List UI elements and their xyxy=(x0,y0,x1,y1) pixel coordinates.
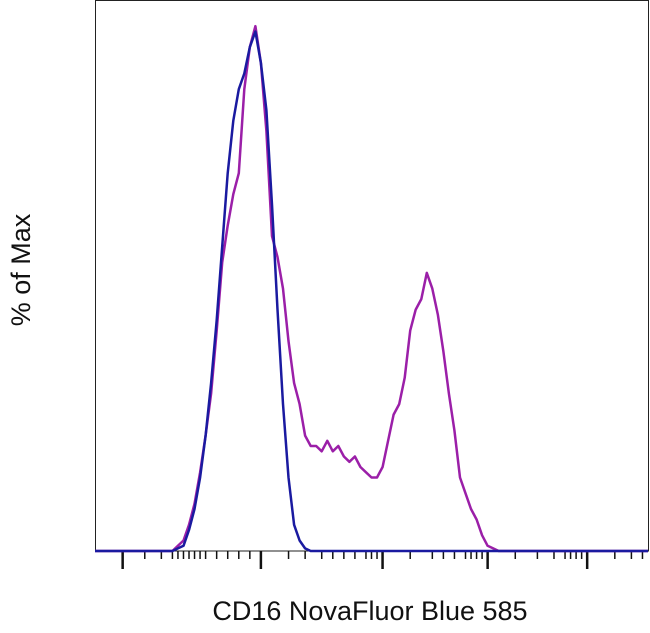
plot-frame xyxy=(95,0,649,552)
y-axis-label: % of Max xyxy=(6,213,36,326)
x-axis-label: CD16 NovaFluor Blue 585 xyxy=(212,596,527,626)
histogram-line xyxy=(95,24,648,553)
histogram-line xyxy=(95,30,648,553)
